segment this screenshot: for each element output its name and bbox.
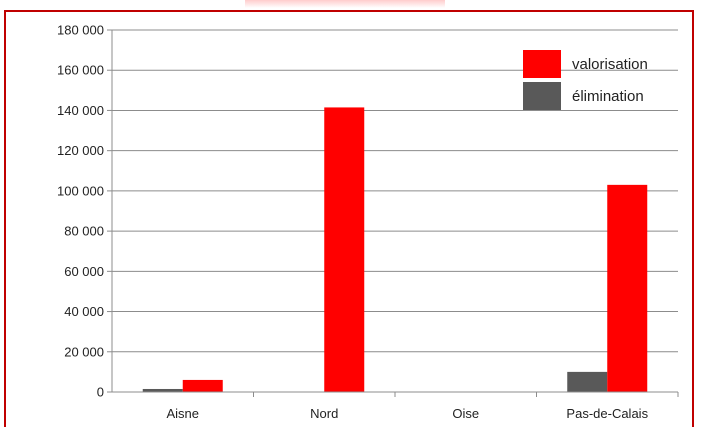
x-tick-label: Nord bbox=[310, 406, 338, 421]
bar-valorisation-Aisne bbox=[182, 379, 223, 392]
chart-frame bbox=[4, 10, 694, 427]
bar-élimination-Pas-de-Calais bbox=[567, 371, 608, 392]
y-tick-label: 40 000 bbox=[64, 304, 104, 319]
x-tick-label: Oise bbox=[452, 406, 479, 421]
gridlines bbox=[112, 29, 678, 353]
y-tick-label: 0 bbox=[97, 385, 104, 400]
y-tick-label: 140 000 bbox=[57, 103, 104, 118]
y-tick-label: 160 000 bbox=[57, 63, 104, 78]
y-tick-label: 20 000 bbox=[64, 344, 104, 359]
legend-label-valorisation: valorisation bbox=[572, 56, 648, 73]
legend-swatch-valorisation bbox=[523, 50, 561, 78]
y-tick-label: 180 000 bbox=[57, 23, 104, 38]
bar-élimination-Aisne bbox=[142, 388, 183, 392]
bar-valorisation-Pas-de-Calais bbox=[607, 184, 648, 392]
x-tick-label: Pas-de-Calais bbox=[566, 406, 648, 421]
y-tick-label: 120 000 bbox=[57, 143, 104, 158]
bar-valorisation-Nord bbox=[324, 107, 365, 392]
x-axis-labels: Aisne Nord Oise Pas-de-Calais bbox=[166, 406, 648, 421]
y-axis-ticks: 0 20 000 40 000 60 000 80 000 100 000 120 000 1… bbox=[57, 23, 112, 400]
legend: valorisation élimination bbox=[523, 50, 648, 110]
cropped-title-remnant bbox=[245, 0, 445, 8]
y-tick-label: 80 000 bbox=[64, 224, 104, 239]
y-tick-label: 60 000 bbox=[64, 264, 104, 279]
axes bbox=[111, 30, 679, 397]
y-tick-label: 100 000 bbox=[57, 183, 104, 198]
legend-swatch-élimination bbox=[523, 82, 561, 110]
legend-label-élimination: élimination bbox=[572, 88, 644, 105]
bars bbox=[142, 107, 648, 392]
x-tick-label: Aisne bbox=[166, 406, 199, 421]
